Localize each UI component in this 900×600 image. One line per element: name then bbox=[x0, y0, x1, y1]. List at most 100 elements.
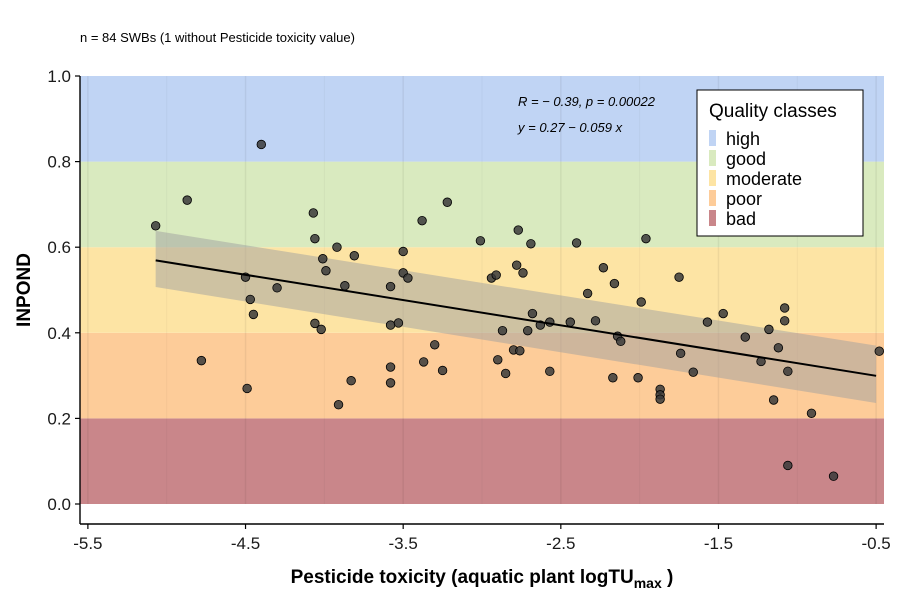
data-point bbox=[513, 225, 523, 235]
x-axis-title: Pesticide toxicity (aquatic plant logTUm… bbox=[291, 567, 674, 591]
data-point bbox=[196, 355, 207, 366]
data-point bbox=[442, 197, 453, 207]
legend-swatch-bad bbox=[709, 210, 716, 226]
data-point bbox=[608, 373, 618, 383]
regression-line-group bbox=[155, 259, 877, 377]
data-point bbox=[248, 309, 259, 320]
data-point bbox=[242, 383, 252, 394]
data-point bbox=[675, 348, 686, 359]
data-point bbox=[633, 373, 643, 383]
data-point bbox=[526, 239, 536, 249]
data-point bbox=[523, 325, 533, 336]
data-point bbox=[718, 308, 728, 319]
data-point bbox=[417, 215, 427, 226]
data-point bbox=[346, 376, 356, 386]
sample-size-note: n = 84 SWBs (1 without Pesticide toxicit… bbox=[80, 30, 355, 45]
data-point bbox=[688, 367, 698, 377]
data-point bbox=[527, 308, 538, 319]
data-point bbox=[310, 318, 320, 329]
data-point bbox=[349, 251, 360, 261]
legend-label-bad: bad bbox=[726, 209, 756, 229]
data-point bbox=[828, 471, 839, 481]
data-point bbox=[437, 365, 448, 376]
data-point bbox=[641, 233, 651, 244]
x-tick-label: -5.5 bbox=[73, 534, 102, 553]
data-point bbox=[385, 362, 396, 372]
data-point bbox=[333, 400, 344, 410]
legend-swatch-good bbox=[709, 150, 716, 166]
data-point bbox=[430, 340, 440, 350]
axes bbox=[79, 76, 884, 525]
data-point bbox=[385, 320, 396, 330]
y-tick-label: 0.4 bbox=[47, 324, 71, 343]
y-tick-label: 0.0 bbox=[47, 495, 71, 514]
x-tick-label: -3.5 bbox=[389, 534, 418, 553]
data-point bbox=[316, 324, 326, 335]
data-point bbox=[321, 266, 331, 276]
data-point bbox=[571, 238, 582, 248]
data-points bbox=[150, 139, 884, 481]
data-point bbox=[403, 273, 413, 283]
data-point bbox=[768, 395, 779, 405]
data-point bbox=[773, 343, 784, 353]
x-axis-title-subscript: max bbox=[634, 575, 662, 591]
data-point bbox=[874, 346, 884, 356]
data-point bbox=[500, 368, 511, 379]
data-point bbox=[308, 208, 319, 218]
data-point bbox=[332, 242, 342, 252]
y-tick-label: 0.6 bbox=[47, 238, 71, 257]
data-point bbox=[590, 316, 601, 326]
x-axis-title-main: Pesticide toxicity (aquatic plant logTU bbox=[291, 567, 634, 588]
y-axis-title: INPOND bbox=[14, 253, 35, 327]
data-point bbox=[598, 263, 609, 273]
legend-swatch-high bbox=[709, 130, 716, 146]
y-tick-label: 0.8 bbox=[47, 153, 71, 172]
data-point bbox=[609, 278, 620, 289]
confidence-interval bbox=[155, 230, 877, 403]
data-point bbox=[515, 346, 525, 356]
data-point bbox=[674, 272, 684, 282]
data-point bbox=[182, 195, 192, 205]
data-point bbox=[256, 139, 266, 150]
data-point bbox=[385, 378, 396, 388]
data-point bbox=[806, 408, 817, 418]
legend-label-poor: poor bbox=[726, 189, 762, 209]
regression-line bbox=[155, 259, 877, 377]
legend-label-good: good bbox=[726, 149, 766, 169]
data-point bbox=[340, 281, 350, 291]
data-point bbox=[493, 355, 503, 365]
y-tick-label: 0.2 bbox=[47, 409, 71, 428]
x-tick-label: -4.5 bbox=[231, 534, 260, 553]
data-point bbox=[150, 221, 161, 231]
legend-swatch-poor bbox=[709, 190, 716, 206]
x-axis-title-end: ) bbox=[662, 567, 674, 588]
data-point bbox=[783, 460, 793, 471]
data-point bbox=[779, 316, 790, 326]
data-point bbox=[783, 366, 793, 377]
data-point bbox=[636, 297, 646, 307]
data-point bbox=[565, 317, 575, 327]
data-point bbox=[518, 268, 528, 278]
tick-labels: 0.0 0.2 0.4 0.6 0.8 1.0 -5.5 -4.5 -3.5 -2.5 -1.5 -0… bbox=[47, 67, 890, 553]
data-point bbox=[245, 294, 255, 305]
confidence-band bbox=[155, 230, 877, 403]
legend-title: Quality classes bbox=[709, 101, 837, 122]
legend-swatch-moderate bbox=[709, 170, 716, 186]
legend-label-high: high bbox=[726, 129, 760, 149]
data-point bbox=[393, 318, 404, 328]
data-point bbox=[491, 270, 501, 280]
data-point bbox=[779, 303, 790, 313]
data-point bbox=[272, 283, 282, 293]
data-point bbox=[740, 332, 750, 342]
x-tick-label: -2.5 bbox=[546, 534, 575, 553]
band-bad bbox=[80, 418, 884, 504]
data-point bbox=[702, 317, 713, 327]
regression-equation: y = 0.27 − 0.059 x bbox=[517, 120, 623, 135]
data-point bbox=[582, 288, 593, 299]
data-point bbox=[318, 254, 328, 264]
data-point bbox=[616, 336, 626, 347]
data-point bbox=[764, 324, 774, 335]
